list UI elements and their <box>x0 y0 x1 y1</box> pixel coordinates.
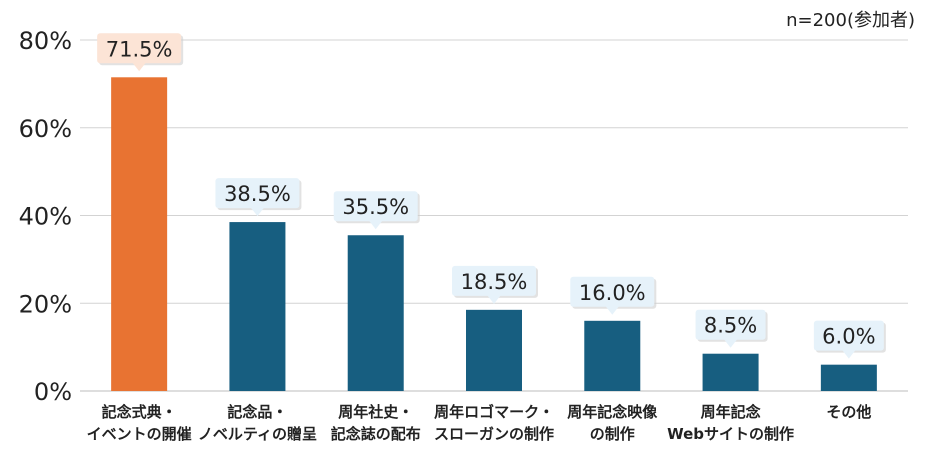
data-label-box <box>452 265 536 296</box>
data-label: 6.0% <box>822 325 875 349</box>
data-label-pointer <box>132 62 147 72</box>
data-label-pointer <box>723 338 738 348</box>
data-label: 38.5% <box>224 182 291 206</box>
bar <box>584 320 641 391</box>
data-label-pointer <box>487 294 501 304</box>
category-label: の制作 <box>590 425 635 443</box>
bar <box>820 364 877 391</box>
bar <box>111 77 168 391</box>
data-label: 16.0% <box>579 281 646 305</box>
y-tick-label: 80% <box>19 27 72 55</box>
bar <box>229 222 286 391</box>
category-label: 記念誌の配布 <box>331 425 421 443</box>
category-label: スローガンの制作 <box>434 425 554 443</box>
category-label: 記念品・ <box>227 403 287 421</box>
bar <box>466 309 522 391</box>
category-label: イベントの開催 <box>87 425 192 443</box>
bar <box>702 353 759 391</box>
category-label: 周年社史・ <box>338 403 413 421</box>
data-label-pointer <box>368 220 383 230</box>
category-label: Webサイトの制作 <box>667 425 794 443</box>
category-label: 記念式典・ <box>102 403 177 421</box>
data-label-pointer <box>250 207 265 217</box>
data-label-box <box>333 191 418 222</box>
y-tick-label: 0% <box>34 378 72 406</box>
data-label: 35.5% <box>342 195 409 219</box>
category-label: 周年記念 <box>701 403 761 421</box>
data-label: 18.5% <box>461 270 528 294</box>
sample-size-note: n=200(参加者) <box>786 10 915 31</box>
data-label-pointer <box>841 349 856 359</box>
data-label-box <box>813 320 884 351</box>
bar <box>347 235 404 391</box>
data-label-pointer <box>605 305 620 315</box>
y-tick-label: 20% <box>19 290 72 318</box>
data-label-box <box>215 178 300 209</box>
category-label: 周年ロゴマーク・ <box>434 403 554 421</box>
category-label: ノベルティの贈呈 <box>198 425 317 443</box>
data-label-box <box>97 33 182 64</box>
data-label-box <box>570 276 655 307</box>
data-label-box <box>695 309 766 340</box>
y-tick-label: 60% <box>19 115 72 143</box>
category-label: 周年記念映像 <box>567 403 658 421</box>
data-label: 8.5% <box>704 314 757 338</box>
y-tick-label: 40% <box>19 203 72 231</box>
data-label: 71.5% <box>106 37 173 61</box>
category-label: その他 <box>826 403 871 421</box>
